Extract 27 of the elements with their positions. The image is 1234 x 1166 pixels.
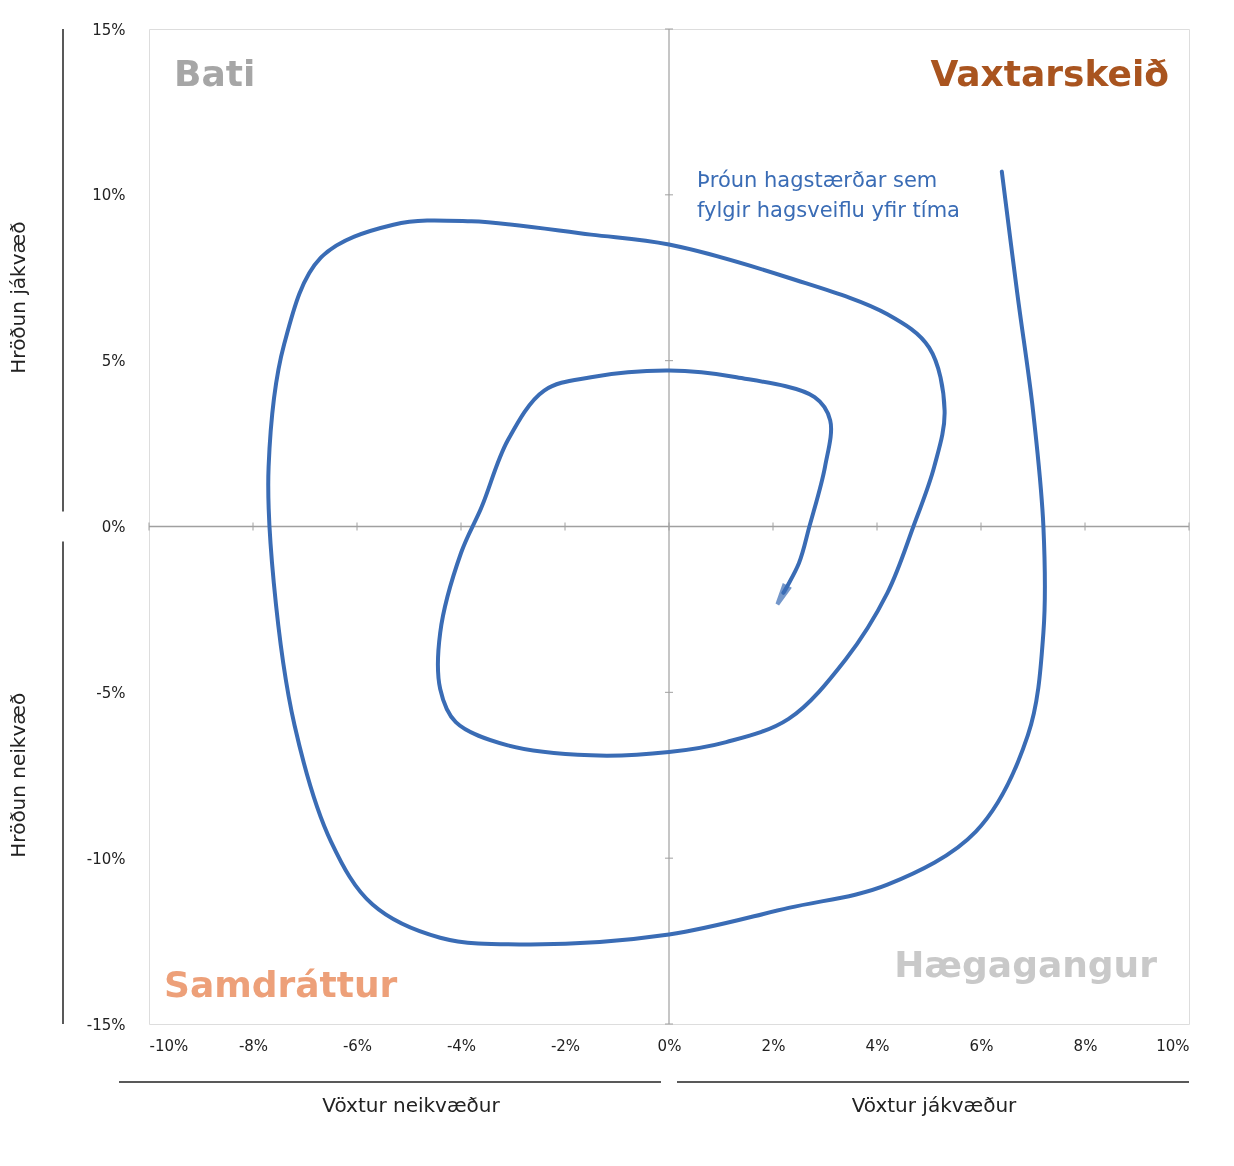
x-tick-label: -4% <box>446 1036 477 1055</box>
y-tick-label: -5% <box>96 683 126 702</box>
x-tick-label: 4% <box>865 1036 890 1055</box>
x-axis-title: Vöxtur neikvæður <box>322 1093 501 1117</box>
annotation: Bati <box>174 53 256 94</box>
line-series <box>266 169 1047 947</box>
text: Vöxtur jákvæður <box>851 1093 1018 1117</box>
y-tick-label: 15% <box>92 20 126 39</box>
text: Hröðun neikvæð <box>6 692 30 858</box>
x-tick-label: 8% <box>1073 1036 1098 1055</box>
y-tick-label: -15% <box>86 1015 126 1034</box>
annotation: Vaxtarskeið <box>930 53 1169 94</box>
y-tick-label: 10% <box>92 186 126 205</box>
x-tick-label: 0% <box>657 1036 682 1055</box>
x-tick-label: -10% <box>149 1036 189 1055</box>
x-tick-label: 6% <box>969 1036 994 1055</box>
y-axis-title: Hröðun jákvæð <box>6 221 30 374</box>
y-tick-label: 0% <box>101 518 126 536</box>
y-tick-label: -10% <box>86 849 126 868</box>
y-tick-label: 5% <box>101 352 126 371</box>
x-tick-label: 2% <box>761 1036 786 1055</box>
x-tick-label: -8% <box>238 1036 269 1055</box>
annotation: Samdráttur <box>164 964 398 1005</box>
x-tick-label: -6% <box>342 1036 373 1055</box>
x-tick-label: 10% <box>1156 1036 1190 1055</box>
x-tick-label: -2% <box>550 1036 581 1055</box>
annotation: Þróun hagstærðar sem fylgir hagsveiflu yfir tíma <box>697 168 960 222</box>
